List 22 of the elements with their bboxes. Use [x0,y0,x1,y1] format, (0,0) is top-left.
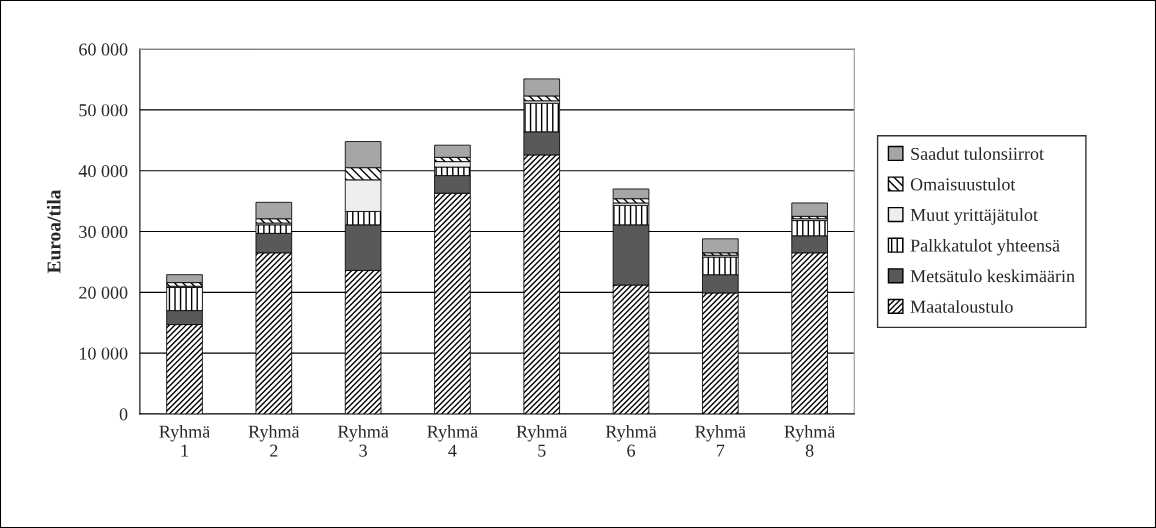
x-tick-label: Ryhmä 1 [159,425,210,457]
x-tick-label: Ryhmä 8 [784,425,836,457]
y-tick-label: 30 000 [79,225,128,238]
legend-label: Palkkatulot yhteensä [910,238,1060,256]
y-tick-label: 20 000 [79,286,128,299]
y-tick-label: 10 000 [80,347,128,360]
x-tick-label: Ryhmä 4 [427,425,478,457]
legend-label: Muut yrittäjätulot [910,208,1038,225]
legend-label: Omaisuustulot [910,177,1016,191]
x-tick-label: Ryhmä 3 [337,425,389,457]
legend-label: Metsätulo keskimäärin [910,269,1075,283]
x-tick-label: Ryhmä 7 [695,425,746,457]
x-tick-label: Ryhmä 5 [516,425,568,457]
y-tick-label: 40 000 [78,164,128,178]
x-tick-label: Ryhmä 2 [248,425,300,457]
legend-label: Saadut tulonsiirrot [911,147,1044,160]
x-tick-label: Ryhmä 6 [605,425,657,457]
y-tick-label: 0 [119,408,128,421]
legend-label: Maataloustulo [910,300,1013,313]
y-tick-label: 50 000 [79,104,128,117]
y-axis-title: Euroa/tila [46,189,61,274]
y-tick-label: 60 000 [79,43,128,56]
